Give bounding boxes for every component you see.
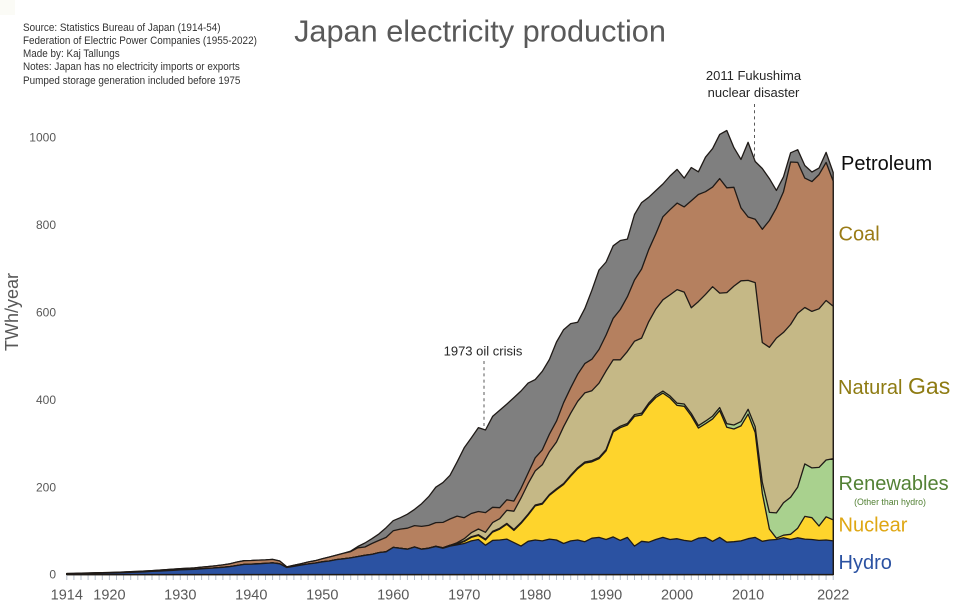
svg-text:1980: 1980 [519,588,551,604]
svg-text:Japan electricity production: Japan electricity production [294,14,666,49]
svg-text:TWh/year: TWh/year [2,273,22,351]
svg-text:1960: 1960 [377,588,409,604]
svg-text:Nuclear: Nuclear [839,515,908,537]
svg-text:Natural Gas: Natural Gas [838,373,950,399]
svg-text:Renewables: Renewables [839,473,949,495]
svg-text:1970: 1970 [448,588,480,604]
svg-text:(Other than hydro): (Other than hydro) [854,497,926,507]
svg-text:1920: 1920 [93,588,125,604]
svg-text:400: 400 [36,393,56,407]
svg-text:2022: 2022 [817,588,849,604]
svg-text:nuclear disaster: nuclear disaster [708,85,800,100]
svg-text:Petroleum: Petroleum [841,153,932,175]
svg-text:Hydro: Hydro [839,552,892,574]
svg-text:1000: 1000 [29,131,56,145]
svg-text:1940: 1940 [235,588,267,604]
svg-text:1914: 1914 [51,588,83,604]
svg-text:0: 0 [49,568,56,582]
svg-text:200: 200 [36,480,56,494]
svg-text:800: 800 [36,218,56,232]
svg-text:1990: 1990 [590,588,622,604]
svg-text:2010: 2010 [732,588,764,604]
svg-text:Coal: Coal [839,224,880,246]
svg-text:1973 oil crisis: 1973 oil crisis [444,344,523,359]
svg-text:2011 Fukushima: 2011 Fukushima [706,68,802,83]
svg-text:1950: 1950 [306,588,338,604]
svg-text:600: 600 [36,306,56,320]
svg-text:1930: 1930 [164,588,196,604]
svg-text:2000: 2000 [661,588,693,604]
